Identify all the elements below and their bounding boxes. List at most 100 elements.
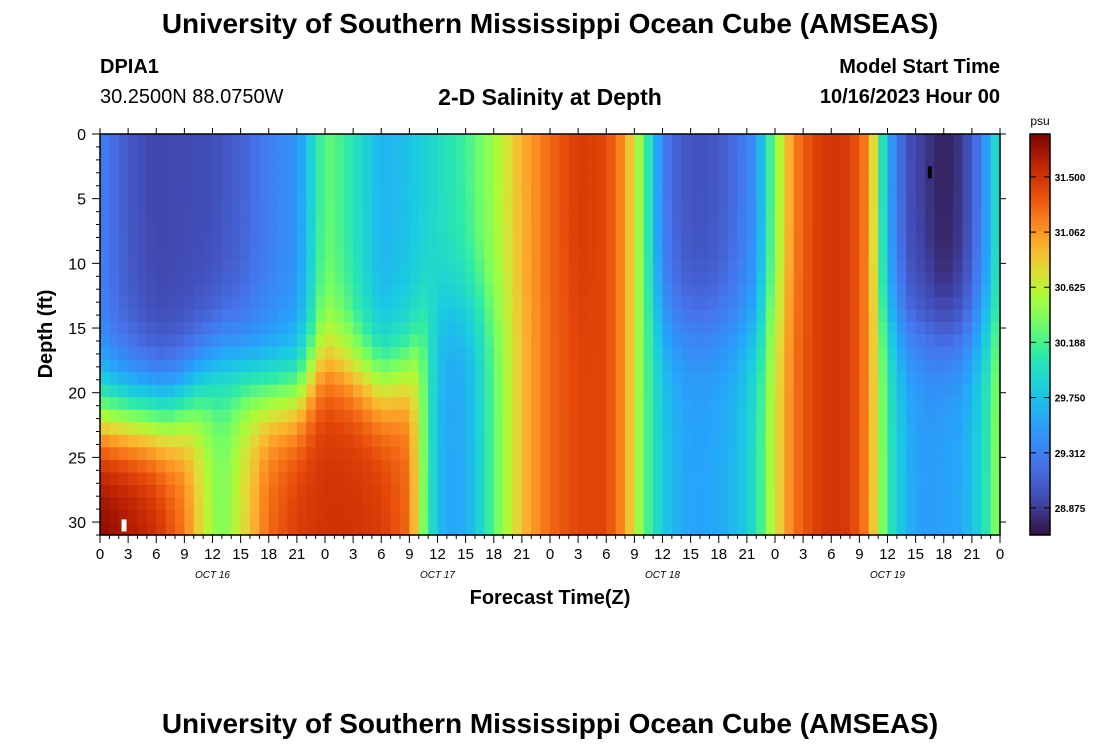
heatmap-cell <box>259 397 270 411</box>
x-tick-label: 9 <box>405 546 413 563</box>
heatmap-cell <box>606 321 617 336</box>
heatmap-cell <box>306 459 317 473</box>
heatmap-cell <box>315 334 326 348</box>
heatmap-cell <box>578 359 589 373</box>
heatmap-cell <box>250 221 260 235</box>
heatmap-cell <box>625 372 635 386</box>
heatmap-cell <box>775 509 785 524</box>
heatmap-cell <box>718 397 729 411</box>
heatmap-cell <box>896 509 907 524</box>
heatmap-cell <box>137 296 148 311</box>
heatmap-cell <box>287 271 298 285</box>
heatmap-cell <box>475 146 485 160</box>
heatmap-cell <box>934 159 945 173</box>
heatmap-cell <box>400 146 410 160</box>
heatmap-cell <box>493 234 504 248</box>
heatmap-cell <box>596 184 607 198</box>
heatmap-cell <box>268 472 279 486</box>
heatmap-cell <box>784 422 795 436</box>
heatmap-cell <box>353 422 364 436</box>
heatmap-cell <box>250 271 260 285</box>
heatmap-cell <box>653 184 664 198</box>
heatmap-cell <box>953 184 964 198</box>
colorbar-tick-label: 29.750 <box>1055 394 1086 405</box>
heatmap-cell <box>184 384 195 398</box>
heatmap-cell <box>906 434 917 448</box>
heatmap-cell <box>906 321 917 336</box>
heatmap-cell <box>418 497 429 511</box>
heatmap-cell <box>962 484 973 499</box>
heatmap-cell <box>381 146 392 160</box>
heatmap-cell <box>887 146 898 160</box>
heatmap-cell <box>156 159 167 173</box>
heatmap-cell <box>231 146 242 160</box>
heatmap-cell <box>653 259 664 273</box>
heatmap-cell <box>737 134 748 148</box>
heatmap-cell <box>362 472 373 486</box>
heatmap-cell <box>231 409 242 423</box>
heatmap-cell <box>334 497 345 511</box>
heatmap-cell <box>353 234 364 248</box>
heatmap-cell <box>746 134 757 148</box>
heatmap-cell <box>390 509 401 524</box>
heatmap-cell <box>634 334 645 348</box>
heatmap-cell <box>578 221 589 235</box>
heatmap-cell <box>418 522 429 536</box>
heatmap-cell <box>625 459 635 473</box>
heatmap-cell <box>990 209 1001 223</box>
heatmap-cell <box>493 246 504 260</box>
heatmap-cell <box>746 459 757 473</box>
heatmap-cell <box>831 259 842 273</box>
heatmap-cell <box>128 522 139 536</box>
heatmap-cell <box>400 434 410 448</box>
heatmap-cell <box>728 409 739 423</box>
heatmap-cell <box>475 384 485 398</box>
heatmap-cell <box>962 347 973 361</box>
heatmap-cell <box>221 196 232 210</box>
heatmap-cell <box>953 447 964 461</box>
heatmap-cell <box>100 347 110 361</box>
heatmap-cell <box>456 246 467 260</box>
heatmap-cell <box>568 284 579 298</box>
heatmap-cell <box>915 447 926 461</box>
heatmap-cell <box>634 134 645 148</box>
heatmap-cell <box>203 447 214 461</box>
heatmap-cell <box>596 134 607 148</box>
heatmap-cell <box>653 422 664 436</box>
heatmap-cell <box>165 422 176 436</box>
heatmap-cell <box>362 259 373 273</box>
heatmap-cell <box>221 171 232 185</box>
heatmap-cell <box>428 209 439 223</box>
heatmap-cell <box>728 484 739 499</box>
heatmap-cell <box>465 359 476 373</box>
heatmap-cell <box>409 234 420 248</box>
heatmap-cell <box>634 284 645 298</box>
heatmap-cell <box>559 259 570 273</box>
heatmap-cell <box>512 284 523 298</box>
heatmap-cell <box>250 459 260 473</box>
heatmap-cell <box>118 184 129 198</box>
heatmap-cell <box>653 321 664 336</box>
heatmap-cell <box>850 196 860 210</box>
heatmap-cell <box>831 171 842 185</box>
heatmap-cell <box>296 359 307 373</box>
heatmap-cell <box>240 309 251 323</box>
heatmap-cell <box>775 309 785 323</box>
heatmap-cell <box>643 509 654 524</box>
heatmap-cell <box>437 134 448 148</box>
heatmap-cell <box>437 447 448 461</box>
heatmap-cell <box>915 497 926 511</box>
heatmap-cell <box>362 184 373 198</box>
heatmap-cell <box>503 522 514 536</box>
max-value-marker <box>121 519 127 532</box>
heatmap-cell <box>803 309 814 323</box>
heatmap-cell <box>240 372 251 386</box>
heatmap-cell <box>259 159 270 173</box>
heatmap-cell <box>859 134 870 148</box>
heatmap-cell <box>381 384 392 398</box>
heatmap-cell <box>503 434 514 448</box>
x-tick-label: 0 <box>96 546 104 563</box>
heatmap-cell <box>484 271 495 285</box>
heatmap-cell <box>803 259 814 273</box>
heatmap-cell <box>850 447 860 461</box>
